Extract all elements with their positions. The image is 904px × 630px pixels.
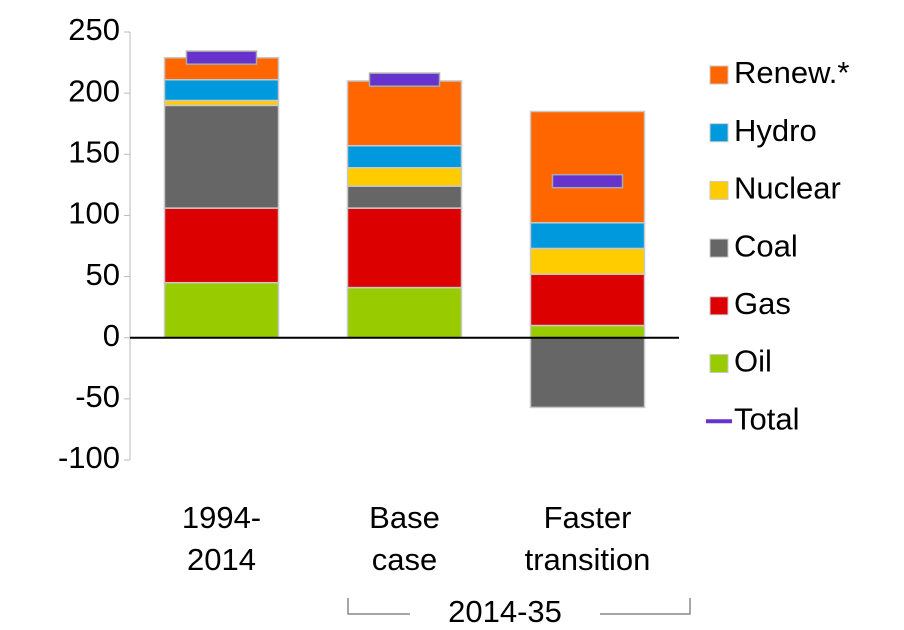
bar-segment <box>346 286 463 339</box>
x-tick-label: 1994- <box>182 500 261 535</box>
total-marker <box>551 173 624 189</box>
legend-label: Total <box>734 401 799 436</box>
bar-segment <box>346 166 463 187</box>
bar-segment <box>529 273 646 327</box>
legend-swatch <box>709 123 729 143</box>
bar-segment <box>163 207 280 284</box>
bar-segment <box>346 185 463 209</box>
y-tick-label: -50 <box>75 379 120 414</box>
bar-segment <box>529 222 646 250</box>
legend-swatch <box>709 238 729 258</box>
y-tick-label: 250 <box>68 12 120 47</box>
bar-segment <box>163 78 280 102</box>
legend-swatch <box>709 180 729 200</box>
bracket <box>347 598 691 615</box>
x-tick-label: Faster <box>544 500 632 535</box>
bar-segment <box>163 281 280 339</box>
bar-segment <box>346 144 463 169</box>
bar-segment <box>529 110 646 224</box>
total-marker <box>368 72 441 87</box>
bar-segment <box>163 104 280 209</box>
x-tick-label: case <box>372 542 437 577</box>
bar-segment <box>346 80 463 147</box>
bar-segment <box>529 336 646 409</box>
legend-swatch <box>709 354 729 373</box>
legend-label: Nuclear <box>734 171 841 206</box>
bar-segment <box>529 247 646 275</box>
y-tick-label: 150 <box>68 134 120 169</box>
y-tick-label: 0 <box>103 318 120 353</box>
legend-swatch <box>709 296 729 316</box>
legend-swatch <box>709 65 729 85</box>
y-tick-label: 50 <box>86 257 120 292</box>
legend-label: Coal <box>734 228 798 263</box>
y-tick-label: -100 <box>58 440 120 475</box>
legend-label: Oil <box>734 344 772 379</box>
legend-label: Hydro <box>734 113 817 148</box>
x-tick-label: 2014 <box>187 542 256 577</box>
bar-segment <box>346 207 463 289</box>
y-tick-label: 200 <box>68 73 120 108</box>
x-tick-label: Base <box>369 500 440 535</box>
legend-label: Gas <box>734 286 791 321</box>
legend-label: Renew.* <box>734 55 849 90</box>
y-tick-label: 100 <box>68 196 120 231</box>
x-tick-label: transition <box>525 542 651 577</box>
annotation: 2014-35 <box>448 594 562 629</box>
bar-segment <box>529 324 646 339</box>
total-marker <box>185 50 258 65</box>
